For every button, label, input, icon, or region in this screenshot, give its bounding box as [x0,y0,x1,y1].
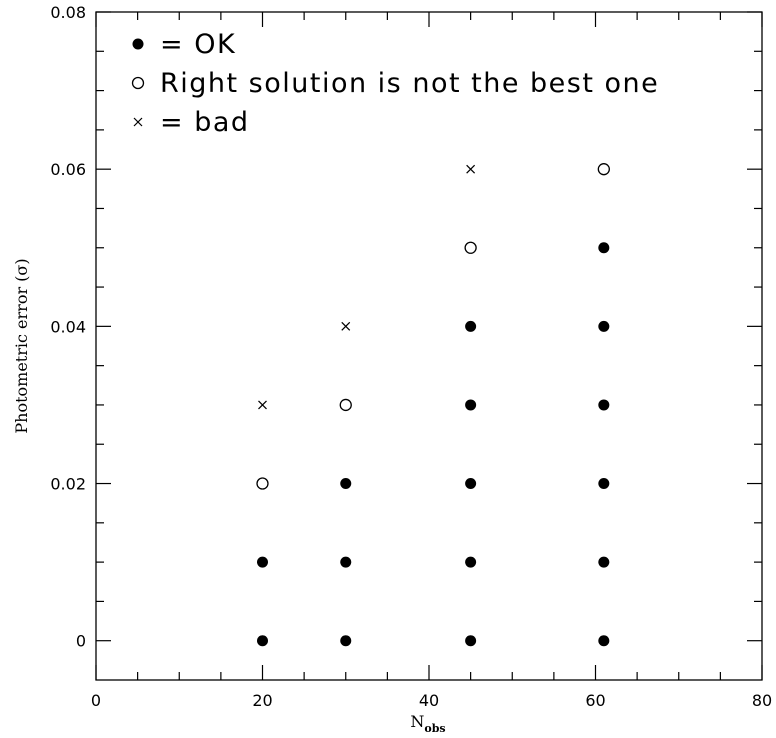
data-point-filled-circle [465,478,477,490]
data-point-filled-circle [340,635,352,647]
data-point-filled-circle [257,635,268,647]
y-tick-label: 0.08 [50,3,86,22]
data-point-open-circle [339,398,352,412]
x-tick-label: 60 [585,691,605,710]
data-point-cross [258,400,267,410]
legend-label: = bad [160,107,250,138]
y-tick-label: 0.06 [50,160,86,179]
data-point-filled-circle [465,635,477,647]
axis-ticks [95,11,763,680]
data-point-filled-circle [598,635,610,647]
cross-stroke [466,164,476,174]
data-point-filled-circle [465,320,477,332]
data-point-filled-circle [598,242,610,254]
legend-marker-cross [133,117,143,127]
y-tick-label: 0.04 [50,317,86,336]
data-point-open-circle [256,477,269,490]
legend-label: Right solution is not the best one [160,68,659,99]
data-point-cross [341,321,351,331]
data-point-cross [466,164,476,174]
y-axis-label: Photometric error (σ) [12,258,31,433]
tick-labels: 0 20 40 60 80 0 0.02 0.04 0.06 0.08 [50,3,772,710]
data-point-filled-circle [598,320,610,332]
legend: = OK Right solution is not the best one = … [131,29,659,138]
legend-marker-filled-circle [132,38,144,50]
y-tick-label: 0.02 [50,475,86,494]
x-tick-label: 0 [91,691,101,710]
data-point-open-circle [597,163,610,176]
y-tick-label: 0 [76,632,86,651]
cross-stroke [133,117,143,127]
legend-marker-open-circle [131,76,145,90]
data-point-filled-circle [598,478,610,490]
cross-stroke [258,400,267,410]
x-axis-label: Nobs [410,712,445,735]
x-tick-label: 20 [252,691,272,710]
x-tick-label: 40 [419,691,439,710]
data-point-filled-circle [257,556,268,568]
data-point-open-circle [464,241,477,254]
legend-label: = OK [160,29,236,60]
data-point-filled-circle [598,556,610,568]
x-tick-label: 80 [752,691,772,710]
data-point-filled-circle [598,399,610,411]
data-point-filled-circle [340,556,352,568]
data-point-filled-circle [340,478,352,490]
data-point-filled-circle [465,399,477,411]
cross-stroke [341,321,351,331]
data-points [256,163,610,647]
data-point-filled-circle [465,556,477,568]
